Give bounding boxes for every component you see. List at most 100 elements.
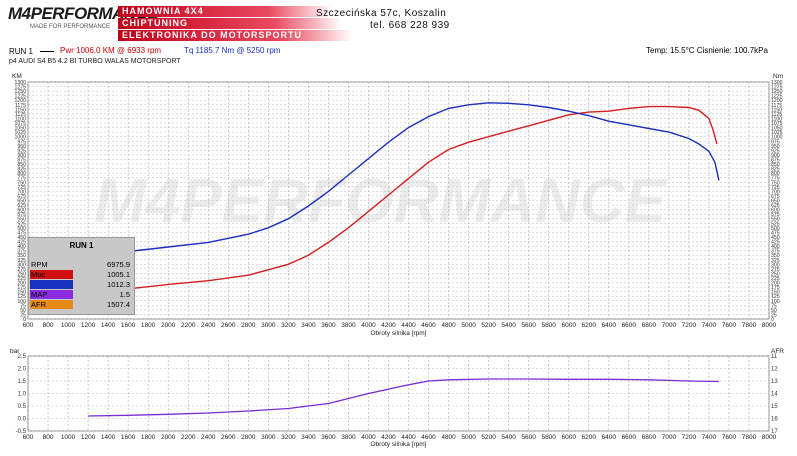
y-tick-label-left: 1.5 <box>18 379 27 385</box>
y-tick-label-right: 1150 <box>771 107 782 113</box>
y-tick-label-right: 600 <box>771 208 780 214</box>
x-tick-label: 5200 <box>481 322 496 329</box>
y-tick-label-left: 975 <box>17 139 26 145</box>
x-tick-label: 4600 <box>421 322 436 329</box>
y-tick-label-right: 1200 <box>771 98 783 104</box>
y-tick-label-right: 500 <box>771 226 780 232</box>
x-tick-label: 4400 <box>401 322 416 329</box>
x-tick-label: 2600 <box>221 322 236 329</box>
x-tick-label: 1600 <box>121 434 136 441</box>
x-tick-label: 800 <box>43 322 54 329</box>
y-tick-label-left: 775 <box>17 176 26 182</box>
x-axis-label: Obroty silnika [rpm] <box>371 330 427 337</box>
y-tick-label-left: 1000 <box>14 135 26 141</box>
y-tick-label-right: 25 <box>771 312 777 318</box>
y-tick-label-right: 300 <box>771 262 780 268</box>
y-tick-label-left: 475 <box>17 230 26 236</box>
y-tick-label-left: 950 <box>17 144 26 150</box>
y-tick-label-right: 425 <box>771 240 780 246</box>
y-tick-label-right: 650 <box>771 199 780 205</box>
y-tick-label-left: 1275 <box>14 85 26 91</box>
y-tick-label-right: 1000 <box>771 135 783 141</box>
x-tick-label: 3400 <box>301 434 316 441</box>
x-tick-label: 2800 <box>241 322 256 329</box>
y-tick-label-right: 12 <box>771 367 778 373</box>
y-tick-label-left: 1100 <box>15 116 26 122</box>
x-tick-label: 6000 <box>561 322 576 329</box>
x-tick-label: 4000 <box>361 322 376 329</box>
y-tick-label-right: 1275 <box>771 85 783 91</box>
stat-name: Moc <box>30 270 73 279</box>
x-tick-label: 3800 <box>341 434 356 441</box>
x-tick-label: 5400 <box>501 322 516 329</box>
y-tick-label-left: 350 <box>17 253 26 259</box>
x-tick-label: 7000 <box>662 322 677 329</box>
x-tick-label: 3000 <box>261 434 276 441</box>
y-tick-label-right: 525 <box>771 221 780 227</box>
y-tick-label-left: 325 <box>17 258 26 264</box>
x-tick-label: 7000 <box>662 434 677 441</box>
y-tick-label-left: 225 <box>17 276 26 282</box>
y-tick-label-left: 275 <box>17 267 26 273</box>
y-tick-label-left: 925 <box>17 148 26 154</box>
y-tick-label-right: 675 <box>771 194 780 200</box>
y-tick-label-right: 350 <box>771 253 780 259</box>
x-tick-label: 7200 <box>682 434 697 441</box>
run-label: RUN 1 <box>9 47 34 56</box>
power-peak-label: Pwr 1006.0 KM @ 6933 rpm <box>60 46 162 55</box>
y-tick-label-left: 1225 <box>14 94 26 100</box>
stat-row-map: MAP 1.5 <box>29 290 134 299</box>
y-tick-label-left: 625 <box>17 203 26 209</box>
y-tick-label-right: 900 <box>771 153 780 159</box>
y-tick-label-left: 100 <box>17 299 26 305</box>
x-tick-label: 6200 <box>582 434 597 441</box>
x-tick-label: 1800 <box>141 434 156 441</box>
y-tick-label-right: 700 <box>771 189 780 195</box>
y-tick-label-left: 250 <box>17 271 26 277</box>
y-tick-label-left: 1250 <box>14 89 26 95</box>
environment-label: Temp: 15.5°C Cisnienie: 100.7kPa <box>646 46 768 55</box>
y-tick-label-left: 2.5 <box>18 354 27 360</box>
y-tick-label-right: 625 <box>771 203 780 209</box>
stat-value: 6975.9 <box>107 260 130 269</box>
y-tick-label-right: 1225 <box>771 94 783 100</box>
y-tick-label-right: 1075 <box>771 121 783 127</box>
x-tick-label: 2200 <box>181 434 196 441</box>
car-description: p4 AUDI S4 B5 4.2 BI TURBO WALAS MOTORSP… <box>9 58 181 65</box>
x-tick-label: 5000 <box>461 322 476 329</box>
y-tick-label-left: 650 <box>17 199 26 205</box>
x-tick-label: 2200 <box>181 322 196 329</box>
x-tick-label: 600 <box>23 434 34 441</box>
x-tick-label: 7400 <box>702 322 717 329</box>
y-tick-label-left: 75 <box>20 303 26 309</box>
stat-name: MAP <box>30 290 73 299</box>
y-tick-label-left: 725 <box>17 185 26 191</box>
x-tick-label: 600 <box>23 322 34 329</box>
y-tick-label-left: 500 <box>17 226 26 232</box>
x-tick-label: 4400 <box>401 434 416 441</box>
y-tick-label-left: 450 <box>17 235 26 241</box>
y-tick-label-left: 550 <box>17 217 26 223</box>
y-tick-label-right: 14 <box>771 392 778 398</box>
x-tick-label: 4200 <box>381 434 396 441</box>
y-tick-label-right: 225 <box>771 276 780 282</box>
y-tick-label-right: 975 <box>771 139 780 145</box>
y-tick-label-right: 1050 <box>771 126 783 132</box>
y-tick-label-right: 1175 <box>771 103 782 109</box>
y-tick-label-right: 150 <box>771 290 780 296</box>
x-tick-label: 3600 <box>321 322 336 329</box>
y-tick-label-right: 75 <box>771 303 777 309</box>
y-tick-label-left: 675 <box>17 194 26 200</box>
y-tick-label-left: 1050 <box>14 126 26 132</box>
y-tick-label-left: 175 <box>17 285 26 291</box>
y-tick-label-left: 875 <box>17 157 26 163</box>
x-tick-label: 2000 <box>161 434 176 441</box>
y-tick-label-left: 375 <box>17 249 26 255</box>
y-axis-label-left: bar <box>10 348 20 355</box>
y-tick-label-right: 375 <box>771 249 780 255</box>
x-tick-label: 8000 <box>762 434 777 441</box>
x-tick-label: 6600 <box>622 434 637 441</box>
y-tick-label-right: 1125 <box>771 112 782 118</box>
x-tick-label: 5800 <box>541 434 556 441</box>
x-tick-label: 3800 <box>341 322 356 329</box>
